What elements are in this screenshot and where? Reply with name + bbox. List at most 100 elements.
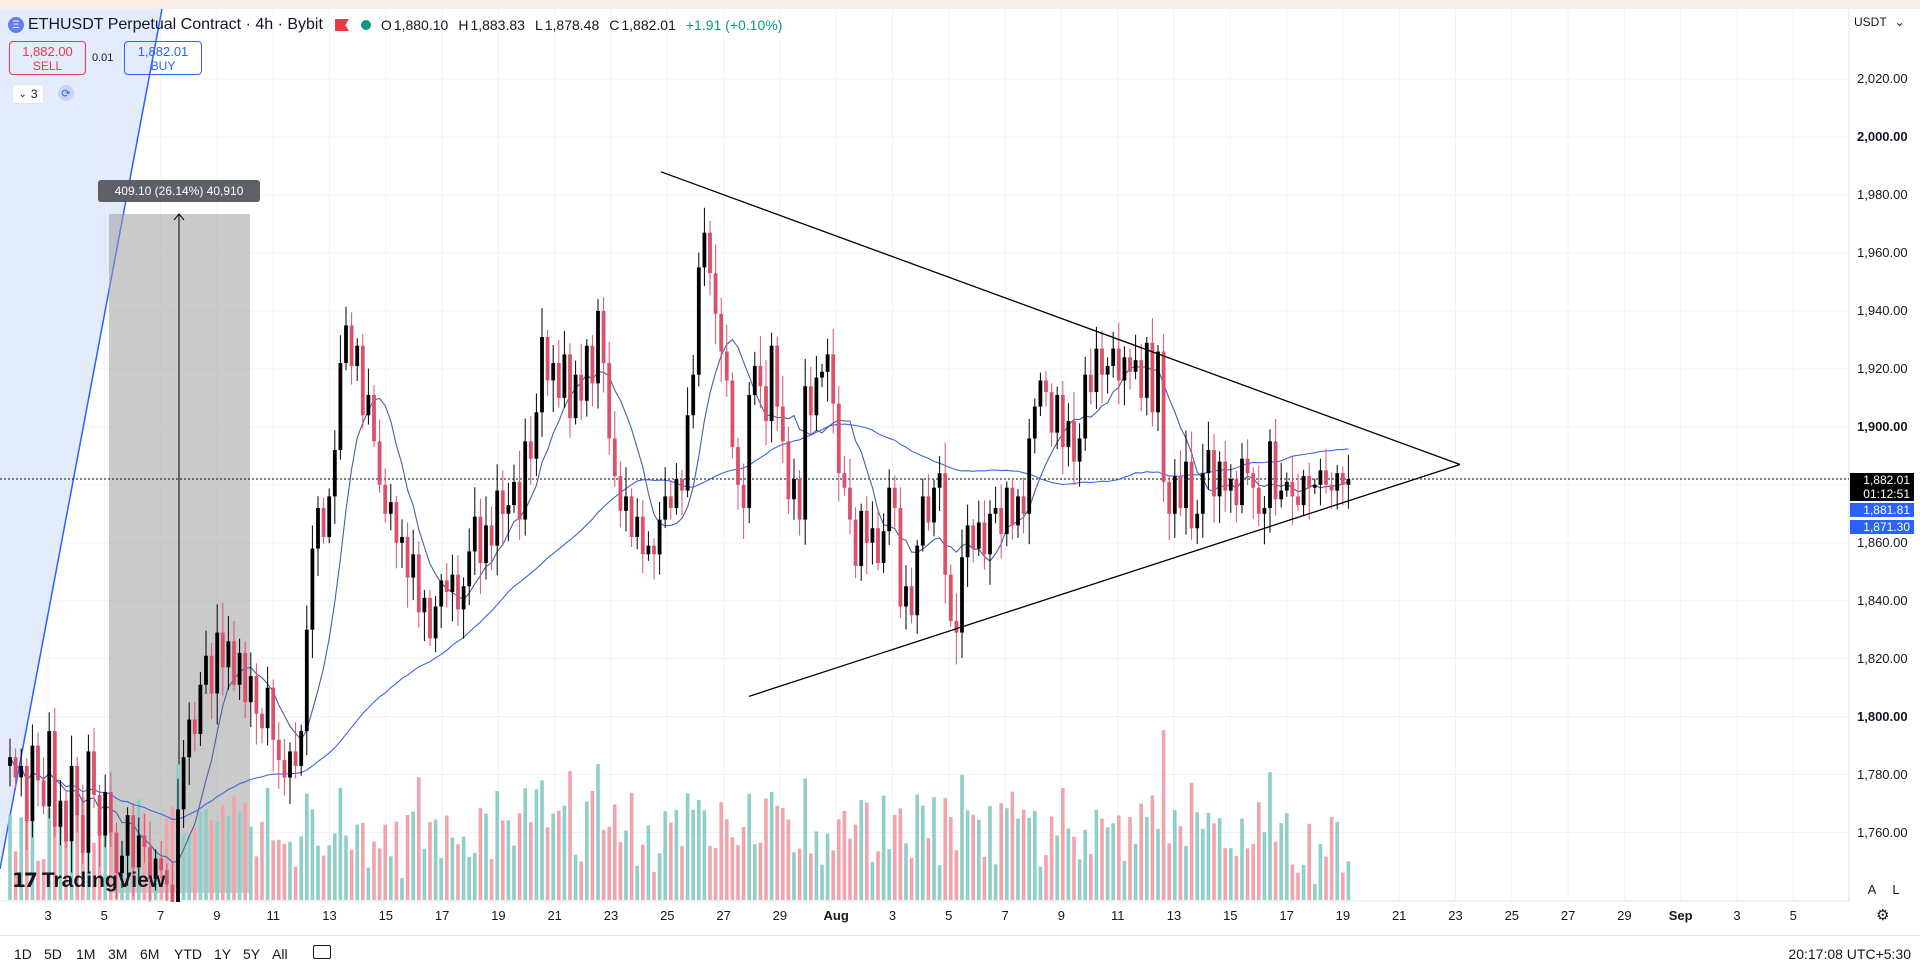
volume-bar xyxy=(848,838,852,900)
candle-body xyxy=(1184,461,1188,508)
volume-bar xyxy=(1329,817,1334,900)
volume-bar xyxy=(1027,817,1031,900)
candle-body xyxy=(254,676,259,714)
volume-bar xyxy=(949,817,953,900)
indicators-toggle[interactable]: ⌄ 3 xyxy=(12,84,44,104)
volume-bar xyxy=(898,808,903,900)
candle-body xyxy=(1340,473,1345,485)
range-5d[interactable]: 5D xyxy=(44,946,62,962)
volume-bar xyxy=(310,809,315,900)
range-all[interactable]: All xyxy=(272,946,288,962)
volume-bar xyxy=(41,859,46,900)
range-5y[interactable]: 5Y xyxy=(243,946,261,962)
refresh-icon[interactable]: ⟳ xyxy=(58,85,74,101)
calendar-icon[interactable] xyxy=(313,945,331,959)
candle-body xyxy=(338,363,343,451)
candle-body xyxy=(730,380,735,448)
symbol-legend[interactable]: Ξ ETHUSDT Perpetual Contract · 4h · Bybi… xyxy=(8,14,792,36)
volume-bar xyxy=(926,838,931,900)
price-tick: 1,900.00 xyxy=(1857,418,1908,434)
candle-body xyxy=(120,855,124,874)
volume-bar xyxy=(618,842,623,900)
candle-body xyxy=(316,507,320,549)
volume-bar xyxy=(383,824,387,900)
candle-body xyxy=(948,574,953,622)
candle-body xyxy=(176,809,180,902)
volume-bar xyxy=(1077,859,1082,900)
candle-body xyxy=(1133,360,1138,372)
candle-body xyxy=(1156,351,1160,413)
candle-body xyxy=(814,377,819,416)
range-3m[interactable]: 3M xyxy=(108,946,128,962)
candle-body xyxy=(377,441,382,485)
volume-bar xyxy=(47,808,51,900)
volume-bar xyxy=(881,795,886,900)
candle-body xyxy=(1044,380,1048,393)
volume-bar xyxy=(13,851,18,900)
candle-body xyxy=(114,832,119,874)
candle-body xyxy=(30,745,35,821)
candle-body xyxy=(713,273,718,314)
clock-readout[interactable]: 20:17:08 UTC+5:30 xyxy=(1788,946,1911,962)
candle-body xyxy=(215,632,220,694)
auto-scale-button[interactable]: A xyxy=(1867,881,1877,897)
volume-bar xyxy=(1335,821,1339,900)
candle-body xyxy=(327,496,332,537)
candle-body xyxy=(282,760,287,778)
range-1m[interactable]: 1M xyxy=(76,946,96,962)
candle-body xyxy=(1301,476,1306,506)
candle-body xyxy=(372,394,376,442)
triangle-lower-line xyxy=(748,463,1461,697)
volume-bar xyxy=(562,805,567,900)
volume-bar xyxy=(439,857,443,900)
log-scale-button[interactable]: L xyxy=(1892,881,1900,897)
volume-bar xyxy=(461,836,466,900)
candle-body xyxy=(92,751,96,795)
volume-bar xyxy=(820,864,824,900)
symbol-title[interactable]: ETHUSDT Perpetual Contract · 4h · Bybit xyxy=(28,16,323,33)
tradingview-logo[interactable]: 𝟭𝟳 TradingView xyxy=(12,868,165,893)
volume-bar xyxy=(1324,856,1328,900)
buy-button[interactable]: 1,882.01 BUY xyxy=(124,41,202,75)
volume-bar xyxy=(842,810,847,900)
range-ytd[interactable]: YTD xyxy=(174,946,202,962)
volume-bar xyxy=(1150,795,1155,900)
volume-bar xyxy=(702,810,707,900)
range-6m[interactable]: 6M xyxy=(140,946,160,962)
candle-body xyxy=(47,731,52,807)
range-1y[interactable]: 1Y xyxy=(214,946,232,962)
time-tick: 9 xyxy=(1057,908,1066,923)
sell-button[interactable]: 1,882.00 SELL xyxy=(9,41,86,75)
candle-body xyxy=(624,496,628,511)
flag-icon[interactable] xyxy=(334,19,349,31)
volume-bar xyxy=(92,842,96,900)
candle-body xyxy=(965,525,970,558)
currency-label: USDT xyxy=(1854,15,1887,29)
candle-body xyxy=(204,655,208,685)
chart-canvas[interactable] xyxy=(0,9,1850,902)
volume-bar xyxy=(629,792,634,900)
volume-bar xyxy=(635,865,639,900)
price-tick: 1,940.00 xyxy=(1857,302,1908,318)
sell-label: SELL xyxy=(32,59,63,73)
gear-icon[interactable]: ⚙ xyxy=(1876,907,1890,924)
candle-body xyxy=(439,580,444,607)
candle-body xyxy=(1228,479,1233,491)
candle-body xyxy=(299,731,304,766)
candle-body xyxy=(1212,450,1216,497)
volume-bar xyxy=(993,864,998,900)
candle-body xyxy=(988,513,992,555)
candle-body xyxy=(741,484,746,508)
candle-body xyxy=(864,510,869,543)
candle-body xyxy=(1016,496,1020,526)
volume-bar xyxy=(19,817,23,900)
volume-bar xyxy=(691,809,695,900)
candle-body xyxy=(24,765,29,821)
ohlc-change: +1.91 (+0.10%) xyxy=(685,17,783,33)
volume-bar xyxy=(954,850,959,900)
candle-body xyxy=(1245,458,1250,474)
currency-selector[interactable]: USDT ⌄ xyxy=(1854,15,1905,29)
volume-bar xyxy=(753,844,757,900)
range-1d[interactable]: 1D xyxy=(14,946,32,962)
volume-bar xyxy=(853,824,858,900)
